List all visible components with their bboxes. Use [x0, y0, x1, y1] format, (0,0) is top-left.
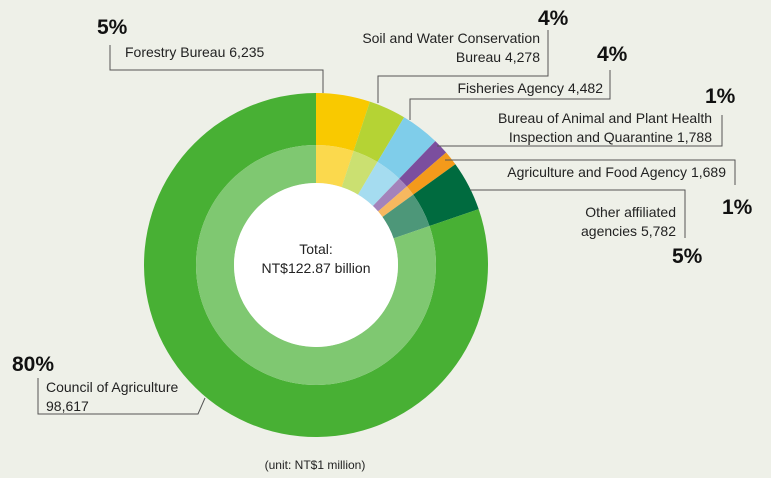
slice-inner [382, 194, 430, 239]
percent-label: 5% [97, 16, 128, 39]
slice-outer [316, 93, 370, 152]
center-label: Total: NT$122.87 billion [236, 240, 396, 278]
slice-name: Agriculture and Food Agency [507, 164, 688, 180]
slice-label: Forestry Bureau 6,235 [125, 43, 325, 62]
slice-name: Other affiliated agencies [581, 204, 676, 239]
slice-name: Soil and Water Conservation Bureau [362, 30, 540, 65]
center-hole [234, 183, 398, 347]
center-line: NT$122.87 billion [261, 260, 371, 276]
slice-outer [143, 93, 488, 438]
leader-line [470, 189, 686, 238]
slice-label: Fisheries Agency 4,482 [403, 79, 603, 98]
slice-outer [377, 117, 436, 179]
center-line: Total: [299, 241, 333, 257]
slice-value: 4,278 [504, 49, 540, 65]
slice-outer [406, 152, 456, 195]
leader-line [37, 378, 206, 415]
slice-label: Agriculture and Food Agency 1,689 [426, 163, 726, 182]
slice-value: 4,482 [567, 80, 603, 96]
leader-line [445, 159, 736, 185]
slice-inner [357, 161, 400, 206]
slice-inner [316, 145, 354, 188]
leader-line [437, 115, 723, 147]
percent-label: 1% [722, 196, 753, 219]
slice-value: 1,788 [676, 129, 712, 145]
slice-name: Bureau of Animal and Plant Health Inspec… [497, 110, 712, 145]
slice-value: 6,235 [229, 44, 265, 60]
leader-line [377, 30, 549, 103]
slice-value: 98,617 [46, 398, 89, 414]
slice-outer [353, 101, 405, 162]
slice-outer [413, 164, 479, 227]
slice-label: Other affiliated agencies 5,782 [566, 203, 676, 241]
slice-label: Council of Agriculture 98,617 [46, 378, 186, 416]
slice-name: Council of Agriculture [46, 379, 179, 395]
slice-inner [378, 186, 414, 217]
slice-value: 1,689 [690, 164, 726, 180]
slice-outer [399, 141, 447, 187]
slice-value: 5,782 [640, 223, 676, 239]
slice-label: Soil and Water Conservation Bureau 4,278 [330, 29, 540, 67]
slice-inner [341, 151, 378, 195]
percent-label: 80% [12, 353, 55, 376]
slice-inner [196, 145, 436, 385]
slice-name: Fisheries Agency [457, 80, 565, 96]
slice-label: Bureau of Animal and Plant Health Inspec… [462, 109, 712, 147]
slice-name: Forestry Bureau [125, 44, 226, 60]
percent-label: 5% [672, 245, 703, 268]
percent-label: 4% [538, 7, 569, 30]
leader-line [109, 45, 324, 93]
percent-label: 1% [705, 85, 736, 108]
percent-label: 4% [597, 43, 628, 66]
leader-line [409, 70, 611, 120]
unit-note: (unit: NT$1 million) [264, 458, 366, 472]
slice-inner [372, 178, 407, 212]
